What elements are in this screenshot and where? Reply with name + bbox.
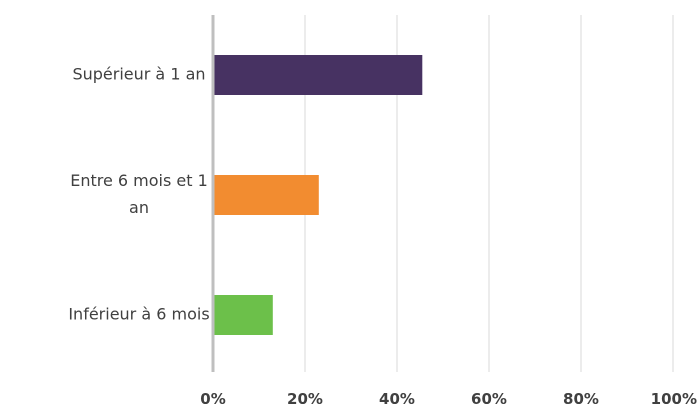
- x-tick-labels: 0% 20% 40% 60% 80% 100%: [200, 390, 697, 408]
- bars: [214, 55, 423, 335]
- bar: [214, 175, 319, 215]
- x-tick-label: 80%: [563, 390, 599, 408]
- category-label: Supérieur à 1 an: [72, 65, 205, 84]
- x-tick-label: 60%: [471, 390, 507, 408]
- x-tick-label: 100%: [651, 390, 697, 408]
- category-label: an: [129, 198, 149, 217]
- bar: [214, 295, 273, 335]
- x-tick-label: 40%: [379, 390, 415, 408]
- x-tick-label: 20%: [287, 390, 323, 408]
- bar: [214, 55, 423, 95]
- category-label: Inférieur à 6 mois: [68, 305, 209, 324]
- x-tick-label: 0%: [200, 390, 225, 408]
- category-label: Entre 6 mois et 1: [70, 171, 208, 190]
- category-labels: Supérieur à 1 an Entre 6 mois et 1 an Infér…: [68, 65, 209, 324]
